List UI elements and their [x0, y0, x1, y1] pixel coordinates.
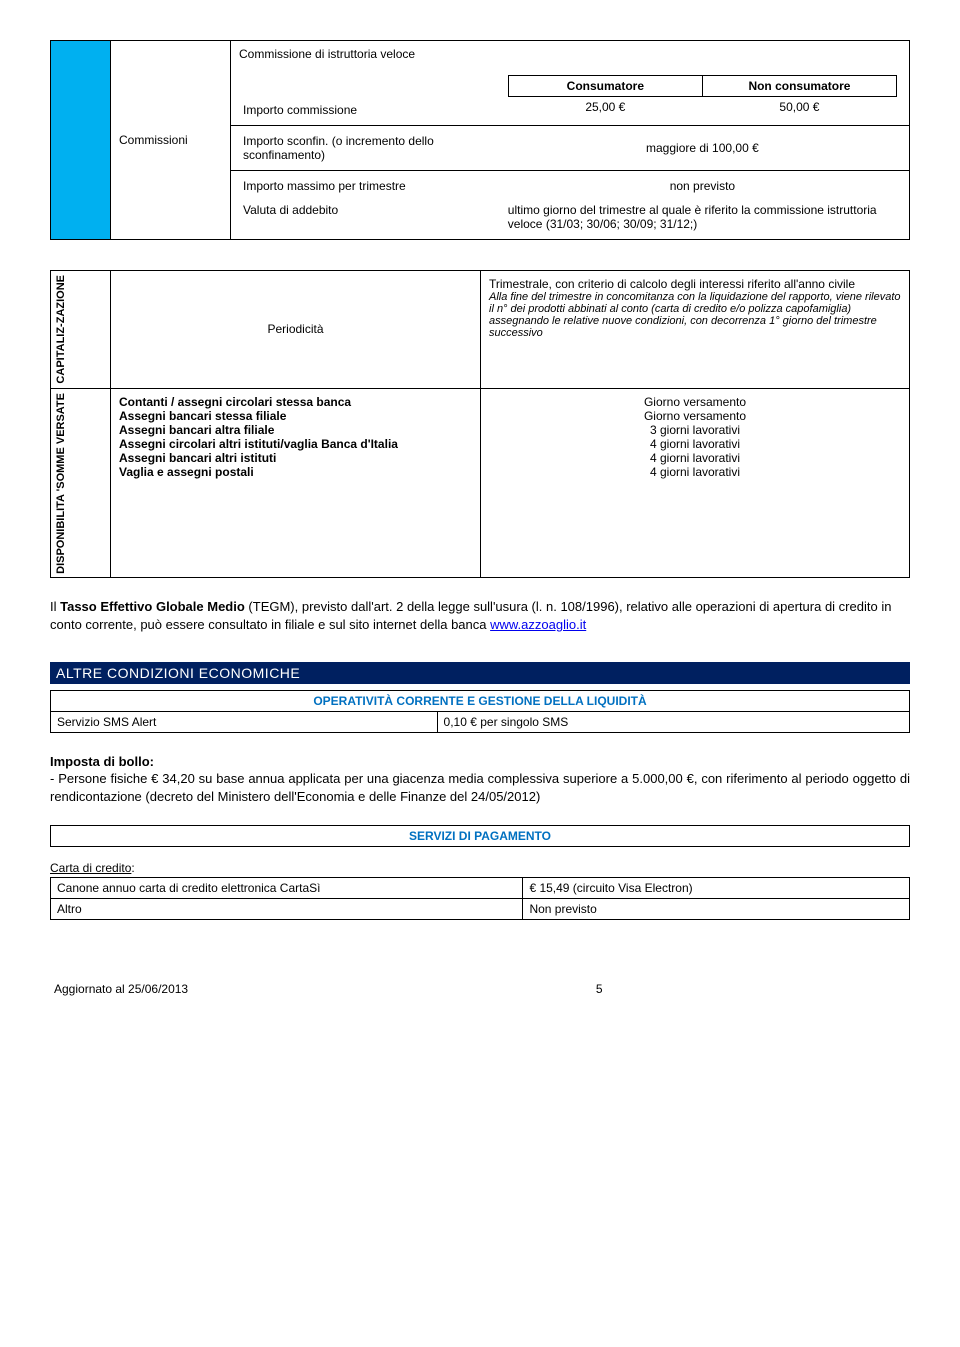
disp-row-4-value: 4 giorni lavorativi — [489, 451, 901, 465]
tegm-bold: Tasso Effettivo Globale Medio — [60, 599, 245, 614]
sidebar-blue — [51, 41, 111, 240]
commissioni-label: Commissioni — [111, 41, 231, 240]
sconfin-label: Importo sconfin. (o incremento dello sco… — [239, 132, 504, 164]
periodicita-bold: Trimestrale, con criterio di calcolo deg… — [489, 277, 901, 291]
carta-table: Canone annuo carta di credito elettronic… — [50, 877, 910, 920]
carta-row2-value: Non previsto — [523, 899, 910, 920]
disp-row-0-value: Giorno versamento — [489, 395, 901, 409]
sms-value: 0,10 € per singolo SMS — [437, 711, 909, 732]
disp-row-5-label: Vaglia e assegni postali — [119, 465, 472, 479]
disp-header: DISPONIBILITA 'SOMME VERSATE — [55, 393, 67, 574]
commissioni-table: Commissioni Commissione di istruttoria v… — [50, 40, 910, 240]
cap-header: CAPITALIZ-ZAZIONE — [55, 275, 67, 384]
bollo-text: - Persone fisiche € 34,20 su base annua … — [50, 770, 910, 805]
disp-row-5-value: 4 giorni lavorativi — [489, 465, 901, 479]
servizi-table: SERVIZI DI PAGAMENTO — [50, 825, 910, 847]
carta-row1-value: € 15,49 (circuito Visa Electron) — [523, 878, 910, 899]
operativita-title: OPERATIVITÀ CORRENTE E GESTIONE DELLA LI… — [51, 690, 910, 711]
cap-header-cell: CAPITALIZ-ZAZIONE — [51, 271, 111, 389]
massimo-label: Importo massimo per trimestre — [239, 177, 504, 201]
altre-condizioni-bar: ALTRE CONDIZIONI ECONOMICHE — [50, 662, 910, 684]
istruttoria-cell: Commissione di istruttoria veloce Import… — [231, 41, 910, 126]
massimo-value: non previsto — [504, 177, 901, 201]
disp-values: Giorno versamento Giorno versamento 3 gi… — [481, 388, 910, 578]
valuta-value: ultimo giorno del trimestre al quale è r… — [504, 201, 901, 233]
carta-row1-label: Canone annuo carta di credito elettronic… — [51, 878, 523, 899]
bollo-paragraph: Imposta di bollo: - Persone fisiche € 34… — [50, 753, 910, 806]
massimo-cell: Importo massimo per trimestre non previs… — [231, 171, 910, 240]
carta-row2-label: Altro — [51, 899, 523, 920]
sconfin-cell: Importo sconfin. (o incremento dello sco… — [231, 126, 910, 171]
th-consumatore: Consumatore — [508, 76, 702, 97]
footer-page: 5 — [572, 980, 626, 998]
disp-row-2-value: 3 giorni lavorativi — [489, 423, 901, 437]
bollo-title: Imposta di bollo: — [50, 753, 910, 771]
th-non-consumatore: Non consumatore — [702, 76, 896, 97]
carta-credito-label: Carta di credito — [50, 861, 131, 875]
consumatore-table: Consumatore Non consumatore 25,00 € 50,0… — [508, 75, 897, 117]
valuta-label: Valuta di addebito — [239, 201, 504, 233]
footer-date: Aggiornato al 25/06/2013 — [50, 980, 572, 998]
carta-credito-block: Carta di credito: Canone annuo carta di … — [50, 861, 910, 920]
disp-row-3-label: Assegni circolari altri istituti/vaglia … — [119, 437, 472, 451]
val-non-consumatore: 50,00 € — [702, 97, 896, 118]
disp-labels: Contanti / assegni circolari stessa banc… — [111, 388, 481, 578]
disp-row-2-label: Assegni bancari altra filiale — [119, 423, 472, 437]
page-footer: Aggiornato al 25/06/2013 5 — [50, 980, 910, 998]
istruttoria-title: Commissione di istruttoria veloce — [239, 47, 901, 61]
tegm-pre: Il — [50, 599, 60, 614]
val-consumatore: 25,00 € — [508, 97, 702, 118]
disp-row-1-label: Assegni bancari stessa filiale — [119, 409, 472, 423]
servizi-title: SERVIZI DI PAGAMENTO — [51, 826, 910, 847]
azzoaglio-link[interactable]: www.azzoaglio.it — [490, 617, 586, 632]
sconfin-value: maggiore di 100,00 € — [504, 132, 901, 164]
disp-row-4-label: Assegni bancari altri istituti — [119, 451, 472, 465]
disp-header-cell: DISPONIBILITA 'SOMME VERSATE — [51, 388, 111, 578]
periodicita-label: Periodicità — [111, 271, 481, 389]
tegm-paragraph: Il Tasso Effettivo Globale Medio (TEGM),… — [50, 598, 910, 633]
periodicita-value-cell: Trimestrale, con criterio di calcolo deg… — [481, 271, 910, 389]
periodicita-italic: Alla fine del trimestre in concomitanza … — [489, 291, 901, 339]
operativita-table: OPERATIVITÀ CORRENTE E GESTIONE DELLA LI… — [50, 690, 910, 733]
importo-commissione-label: Importo commissione — [239, 73, 504, 119]
disp-row-0-label: Contanti / assegni circolari stessa banc… — [119, 395, 472, 409]
sms-label: Servizio SMS Alert — [51, 711, 438, 732]
disp-row-1-value: Giorno versamento — [489, 409, 901, 423]
capitaliz-table: CAPITALIZ-ZAZIONE Periodicità Trimestral… — [50, 270, 910, 578]
disp-row-3-value: 4 giorni lavorativi — [489, 437, 901, 451]
